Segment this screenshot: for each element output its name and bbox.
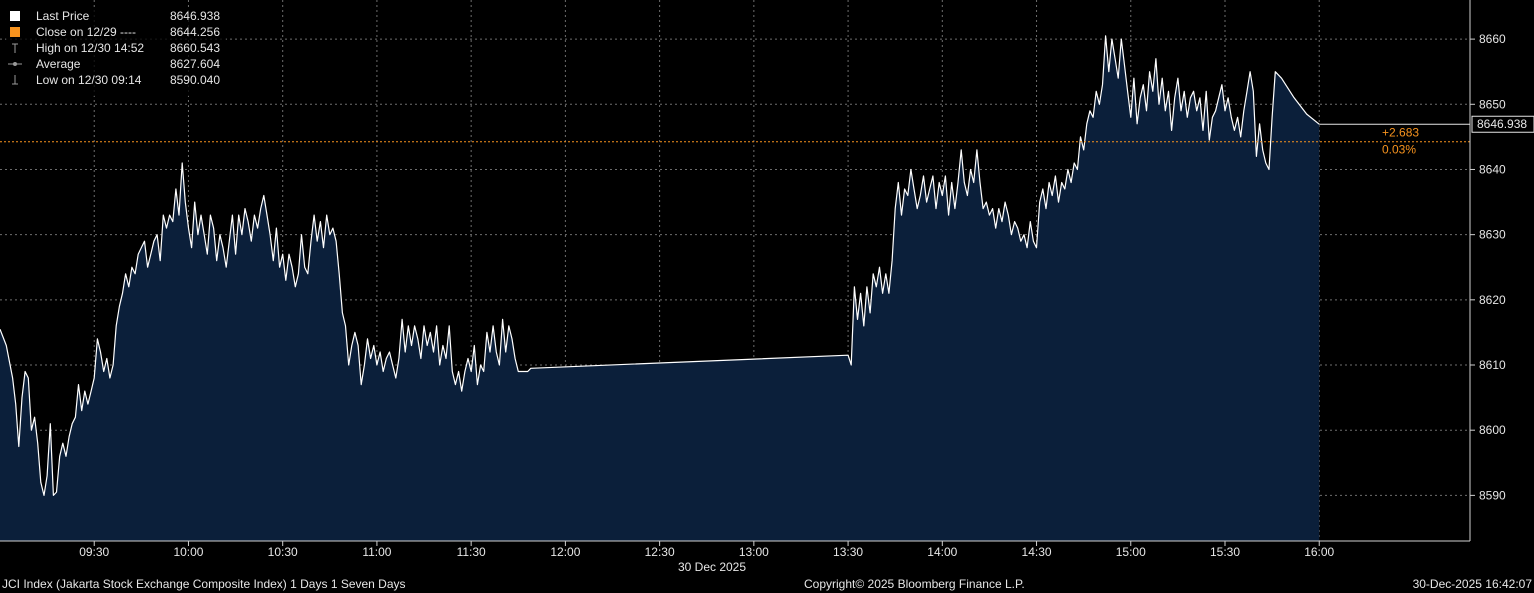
legend-value: 8646.938: [169, 9, 220, 23]
legend-item-low[interactable]: Low on 12/30 09:14 8590.040: [6, 72, 226, 88]
x-tick-label: 11:00: [362, 545, 391, 559]
x-tick-label: 12:30: [645, 545, 675, 559]
x-axis-ticks: 09:30 10:00 10:30 11:00 11:30 12:00 12:30 13:00…: [79, 541, 1335, 559]
y-axis-ticks: 8590 8600 8610 8620 8630 8640 8650 8660: [1470, 32, 1506, 502]
y-tick-label: 8650: [1479, 97, 1506, 111]
x-tick-label: 14:30: [1022, 545, 1052, 559]
legend-value: 8627.604: [169, 57, 220, 71]
price-tags: 8646.938 +2.683 0.03%: [1319, 115, 1534, 157]
square-icon: [10, 11, 20, 21]
legend: Last Price 8646.938 Close on 12/29 ---- …: [6, 8, 226, 96]
legend-item-average[interactable]: Average 8627.604: [6, 56, 226, 72]
plot-area: [0, 35, 1320, 542]
x-axis-date-label: 30 Dec 2025: [678, 560, 746, 574]
y-tick-label: 8610: [1479, 358, 1506, 372]
x-tick-label: 15:30: [1210, 545, 1240, 559]
x-tick-label: 15:00: [1116, 545, 1146, 559]
legend-value: 8590.040: [169, 73, 220, 87]
x-tick-label: 10:00: [173, 545, 203, 559]
last-price-tag-box: [1471, 115, 1534, 133]
legend-item-last-price[interactable]: Last Price 8646.938: [6, 8, 226, 24]
legend-item-close[interactable]: Close on 12/29 ---- 8644.256: [6, 24, 226, 40]
y-tick-label: 8660: [1479, 32, 1506, 46]
legend-label: Close on 12/29 ----: [36, 25, 137, 39]
y-tick-label: 8600: [1479, 423, 1506, 437]
x-tick-label: 14:00: [927, 545, 957, 559]
y-tick-label: 8620: [1479, 293, 1506, 307]
low-marker-icon: [12, 75, 18, 85]
x-tick-label: 13:00: [739, 545, 769, 559]
legend-value: 8644.256: [169, 25, 220, 39]
change-percent-label: 0.03%: [1382, 143, 1416, 157]
high-marker-icon: [12, 43, 18, 53]
price-line: [0, 35, 1320, 496]
x-tick-label: 12:00: [550, 545, 580, 559]
average-marker-icon: [8, 62, 22, 66]
y-tick-label: 8630: [1479, 228, 1506, 242]
price-area: [0, 35, 1320, 542]
legend-label: Average: [36, 57, 81, 71]
x-tick-label: 16:00: [1304, 545, 1334, 559]
x-tick-label: 09:30: [79, 545, 109, 559]
footer-security-description: JCI Index (Jakarta Stock Exchange Compos…: [2, 577, 406, 591]
x-tick-label: 10:30: [268, 545, 298, 559]
legend-item-high[interactable]: High on 12/30 14:52 8660.543: [6, 40, 226, 56]
x-tick-label: 13:30: [833, 545, 863, 559]
change-absolute-label: +2.683: [1382, 126, 1419, 140]
legend-value: 8660.543: [169, 41, 220, 55]
x-tick-label: 11:30: [457, 545, 486, 559]
footer-timestamp: 30-Dec-2025 16:42:07: [1412, 577, 1532, 591]
y-tick-label: 8590: [1479, 488, 1506, 502]
legend-label: Low on 12/30 09:14: [36, 73, 142, 87]
footer-copyright: Copyright© 2025 Bloomberg Finance L.P.: [804, 577, 1025, 591]
square-icon: [10, 27, 20, 37]
legend-label: Last Price: [36, 9, 90, 23]
y-tick-label: 8640: [1479, 162, 1506, 176]
last-price-tag: 8646.938: [1477, 117, 1527, 131]
legend-label: High on 12/30 14:52: [36, 41, 145, 55]
